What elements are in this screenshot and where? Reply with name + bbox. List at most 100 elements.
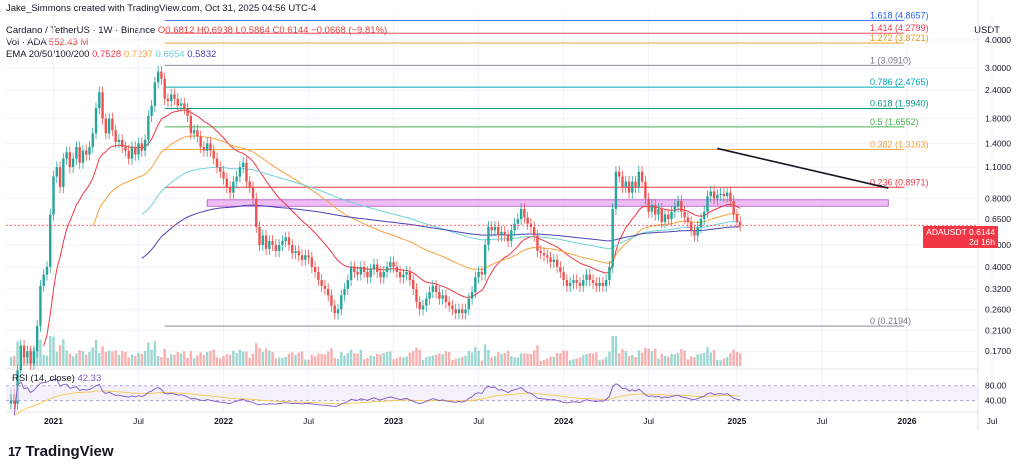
volume-bar (75, 353, 78, 366)
volume-bar (245, 351, 248, 366)
candle-body (497, 226, 500, 236)
y-tick-label: 2.4000 (985, 85, 1011, 95)
candle-body (444, 295, 448, 303)
volume-bar (179, 353, 183, 366)
candle-body (598, 282, 601, 286)
volume-bar (408, 352, 412, 366)
candle-body (166, 98, 170, 102)
volume-bar (683, 350, 686, 366)
candle-body (117, 139, 121, 142)
candle-body (457, 309, 461, 314)
candle-body (614, 171, 618, 209)
volume-bar (143, 350, 147, 366)
candle-body (35, 325, 39, 352)
candle-body (418, 302, 421, 310)
volume-bar (493, 356, 497, 366)
volume-bar (385, 352, 389, 366)
volume-bar (281, 357, 284, 366)
volume-bar (300, 351, 304, 366)
candle-body (398, 271, 402, 278)
candle-body (676, 201, 680, 207)
volume-bar (624, 351, 627, 366)
candle-body (212, 150, 215, 159)
candle-body (163, 78, 166, 99)
volume-bar (555, 353, 559, 366)
rsi-legend[interactable]: RSI (14, close) 42.33 (12, 373, 101, 384)
candle-body (506, 235, 510, 242)
volume-bar (611, 336, 614, 366)
volume-bar (395, 358, 399, 366)
volume-bar (176, 352, 179, 366)
symbol-legend[interactable]: Cardano / TetherUS · 1W · Binance O0.681… (6, 25, 387, 36)
fib-level-label: 0.618 (1.9940) (870, 99, 929, 109)
candle-body (405, 271, 408, 275)
volume-bar (382, 353, 385, 366)
candle-body (608, 266, 611, 281)
y-tick-label: 1.1000 (985, 162, 1011, 172)
candle-body (425, 298, 428, 306)
candle-body (536, 235, 539, 251)
volume-bar (595, 352, 598, 366)
volume-bar (696, 354, 699, 366)
volume-bar (552, 356, 556, 366)
volume-bar (428, 356, 431, 366)
volume-bar (523, 353, 526, 366)
candle-body (313, 266, 317, 272)
volume-bar (640, 352, 644, 366)
volume-bar (255, 343, 258, 366)
volume-bar (631, 354, 634, 366)
volume-bar (343, 355, 346, 366)
candle-body (235, 176, 238, 182)
volume-bar (369, 355, 372, 366)
volume-bar (98, 353, 101, 366)
volume-bar (425, 357, 428, 366)
candle-body (209, 143, 212, 151)
volume-bar (735, 351, 739, 366)
y-tick-label: 3.0000 (985, 63, 1011, 73)
candle-body (461, 309, 464, 314)
fib-level-label: 1 (3.0910) (870, 55, 911, 65)
candle-body (62, 158, 65, 187)
candle-body (225, 178, 229, 187)
candle-body (500, 231, 503, 236)
volume-bar (212, 349, 215, 366)
candle-body (653, 204, 657, 215)
candle-body (516, 219, 520, 224)
candle-body (644, 181, 647, 199)
volume-bar (510, 355, 513, 366)
rsi-ma-line (14, 390, 741, 416)
volume-bar (310, 354, 314, 366)
candle-body (362, 266, 366, 272)
candle-body (631, 181, 634, 193)
volume-bar (104, 351, 108, 366)
candle-body (689, 222, 693, 231)
volume-bar (434, 354, 438, 366)
x-tick-label: 2023 (384, 416, 403, 426)
ema20-line (43, 109, 741, 347)
candle-body (261, 235, 264, 245)
volume-bar (359, 349, 363, 366)
volume-bar (330, 348, 333, 366)
candle-body (519, 208, 523, 220)
candle-body (104, 118, 108, 134)
volume-bar (516, 357, 520, 366)
candle-body (346, 280, 350, 289)
x-tick-label: Jul (473, 416, 484, 426)
volume-bar (156, 355, 160, 366)
candle-body (575, 280, 578, 283)
volume-bar (170, 354, 173, 366)
candle-body (526, 217, 529, 224)
candle-body (284, 237, 287, 242)
volume-bar (739, 353, 742, 366)
candle-body (660, 208, 663, 223)
volume-bar (45, 355, 49, 366)
volume-legend[interactable]: Vol · ADA 552.43 M (6, 37, 88, 48)
candle-body (428, 292, 431, 299)
x-tick-label: Jul (133, 416, 144, 426)
volume-bar (673, 353, 677, 366)
candle-body (719, 193, 722, 195)
candle-body (601, 282, 605, 286)
tradingview-logo[interactable]: 17 TradingView (8, 443, 114, 460)
volume-bar (447, 351, 451, 366)
